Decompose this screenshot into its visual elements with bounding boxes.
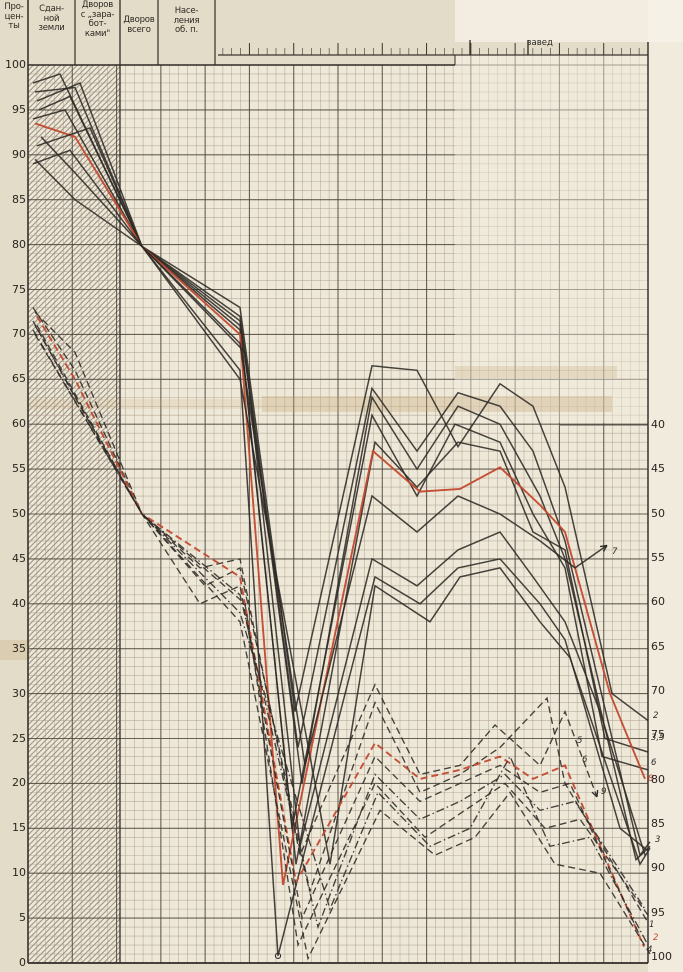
series-s9 [32, 149, 651, 866]
series-end-label: 6 [651, 758, 657, 768]
right-axis-tick-label: 85 [651, 817, 665, 830]
column-header-partial: завед [527, 38, 553, 48]
right-axis-tick-label: 60 [651, 595, 665, 609]
left-axis-tick-label: 75 [12, 282, 26, 296]
series-end-label: 9 [601, 787, 606, 797]
left-axis-tick-label: 5 [19, 911, 26, 925]
top-tick-strip [218, 40, 649, 56]
series-red-dashed [36, 315, 645, 948]
right-axis-tick-label: 75 [651, 728, 665, 742]
series-end-label: 2 [653, 711, 658, 721]
left-axis-tick-label: 95 [12, 102, 26, 116]
left-axis-tick-label: 70 [12, 327, 26, 341]
right-axis-tick-label: 40 [651, 418, 665, 431]
left-axis-tick-label: 45 [12, 551, 26, 565]
series-min-marker [274, 952, 282, 959]
left-axis-tick-label: 15 [12, 821, 26, 835]
left-axis-tick-label: 30 [12, 686, 26, 700]
series-end-label: 3,5 [651, 733, 665, 743]
series-end-label: 1 [649, 920, 654, 930]
left-axis-tick-label: 10 [12, 866, 26, 880]
left-axis-tick-label: 0 [19, 956, 26, 969]
series-end-label: 3 [655, 835, 660, 845]
left-axis-tick-label: 100 [5, 58, 26, 71]
right-axis-tick-label: 95 [651, 905, 665, 919]
left-axis-tick-label: 80 [12, 237, 26, 251]
right-axis-tick-label: 45 [651, 462, 665, 476]
left-axis-tick-label: 85 [12, 192, 26, 206]
left-axis-tick-label: 25 [12, 731, 26, 745]
right-axis-tick-label: 80 [651, 772, 665, 786]
series-end-label: 6 [582, 755, 588, 765]
left-axis-tick-label: 35 [12, 641, 26, 655]
series-s6 [40, 136, 608, 766]
series-end-label: 8 [648, 774, 654, 784]
left-axis-tick-label: 65 [12, 372, 26, 386]
column-header-population: Насе- ления об. п. [173, 6, 200, 36]
left-axis-tick-label: 40 [12, 596, 26, 610]
series-end-label: 7 [612, 547, 618, 557]
column-header-percents: Про- цен- ты [4, 2, 24, 32]
series-end-label: 4 [647, 945, 652, 955]
series-end-label: 5 [577, 736, 582, 746]
series-d7 [34, 334, 651, 961]
column-header-leased-land: Сдан- ной земли [38, 4, 65, 34]
right-axis-tick-label: 55 [651, 551, 665, 564]
right-axis-tick-label: 90 [651, 861, 665, 875]
column-header-households-with-earnings: Дворов с „зара- бот- ками" [80, 0, 115, 40]
series-lines [32, 73, 651, 961]
right-axis-tick-label: 70 [651, 684, 665, 697]
right-axis-tick-label: 100 [651, 950, 672, 963]
series-end-label: 2 [653, 933, 658, 943]
column-header-households-total: Дворов всего [123, 15, 155, 35]
right-axis-tick-label: 50 [651, 506, 665, 520]
right-axis-tick-label: 65 [651, 639, 665, 653]
series-d6 [32, 329, 649, 946]
series-d4 [34, 325, 646, 930]
left-axis-tick-label: 90 [12, 147, 26, 161]
series-d5 [36, 325, 651, 948]
left-axis-tick-label: 60 [12, 417, 26, 431]
left-axis-tick-label: 55 [12, 462, 26, 476]
paper-stains [0, 55, 648, 660]
frame-lines [27, 0, 649, 964]
left-axis-tick-label: 20 [12, 776, 26, 790]
left-axis-tick-label: 50 [12, 507, 26, 520]
